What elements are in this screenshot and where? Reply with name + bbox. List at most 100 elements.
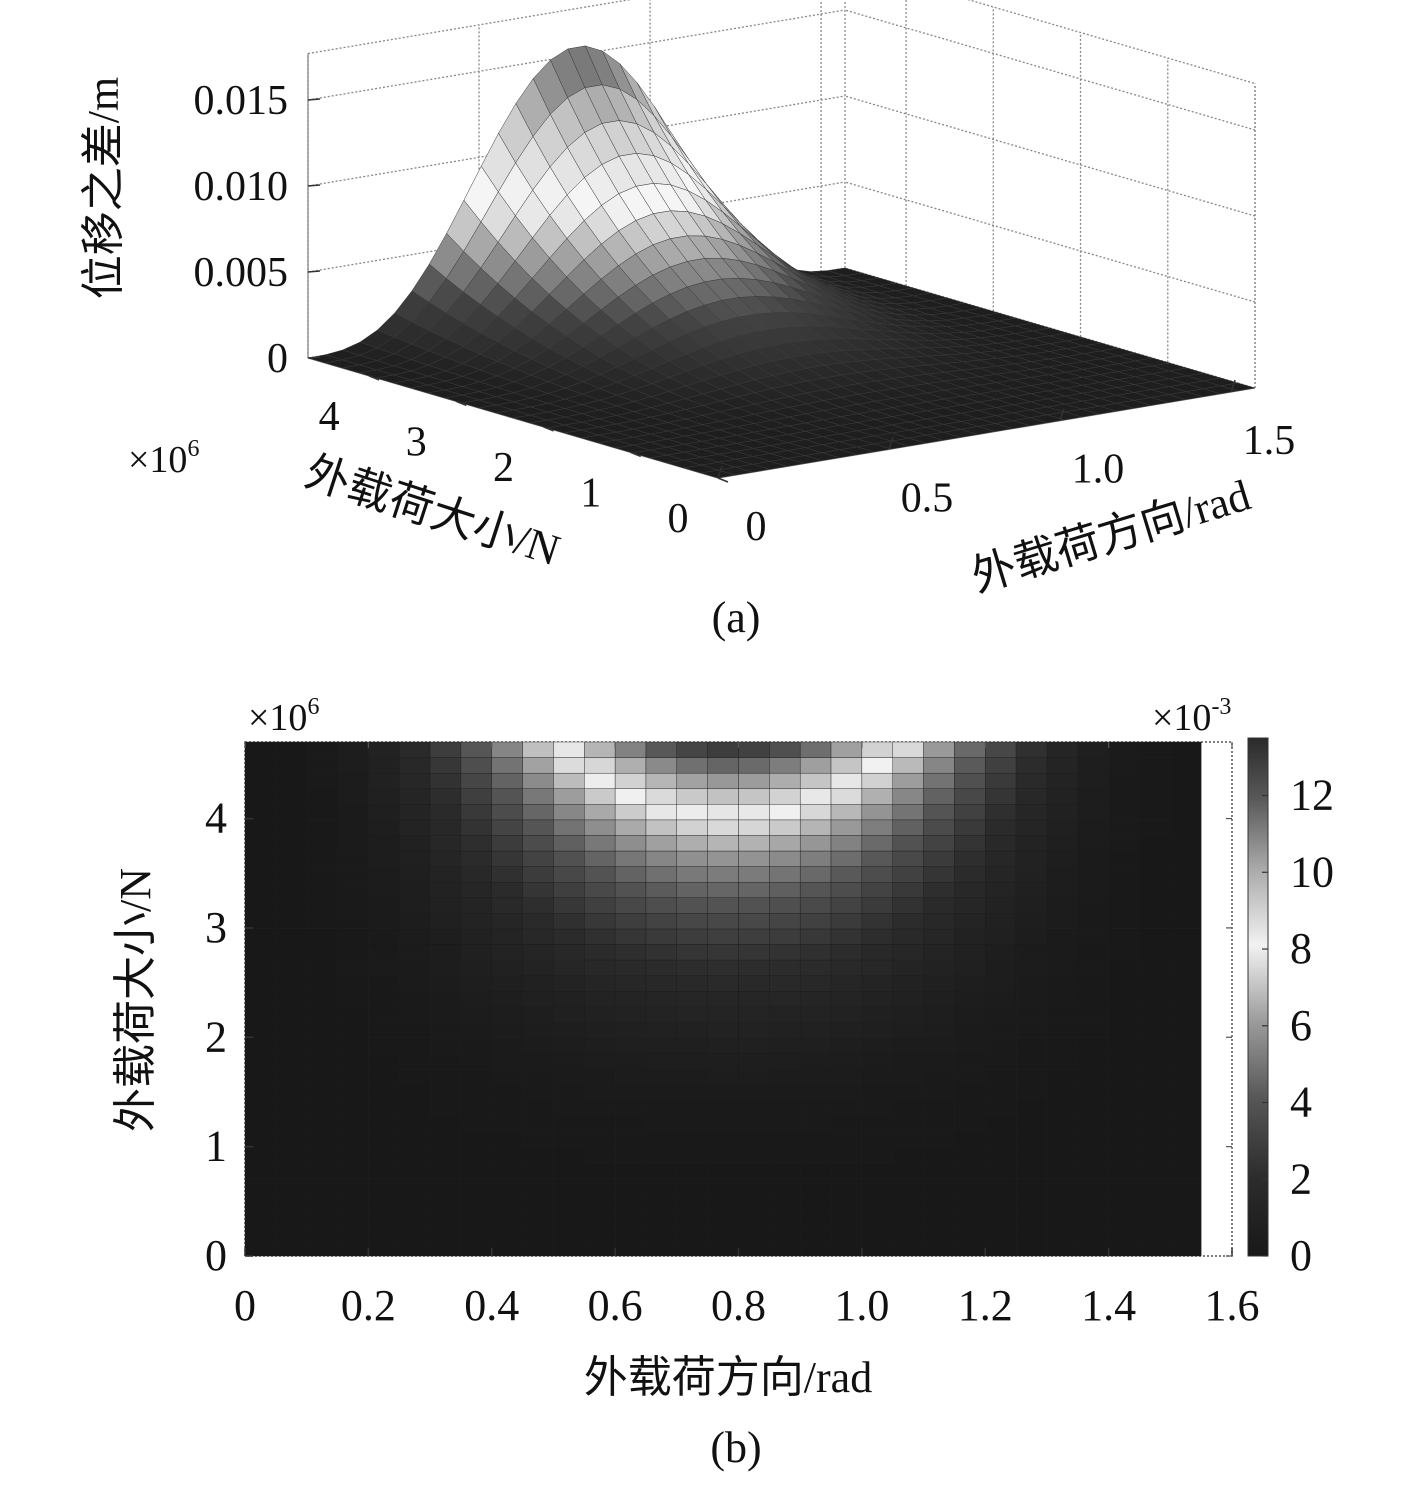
heatmap-cell [244,1022,277,1039]
heatmap-cell [676,1053,708,1070]
heatmap-cell [244,804,277,821]
x-tick-label: 1.0 [834,1281,889,1330]
heatmap-cell [676,959,708,976]
heatmap-cell [707,975,739,992]
heatmap-cell [738,850,770,867]
heatmap-cell [337,772,369,789]
heatmap-cell [1170,913,1202,930]
heatmap-cell [1139,881,1171,898]
heatmap-cell [399,897,431,914]
heatmap-cell [553,959,585,976]
surface-plot: 0 0.005 0.010 0.015 0 0.5 1.0 1.5 0 1 2 3 4 位移之差/m ×… [79,0,1295,642]
heatmap-cell [1046,850,1078,867]
heatmap-cell [769,835,801,852]
heatmap-cell [244,757,277,774]
heatmap-cell [738,1193,770,1210]
heatmap-cell [337,835,369,852]
heatmap-cell [553,835,585,852]
heatmap-cell [799,804,832,821]
heatmap-cell [429,835,462,852]
z-axis-label: 位移之差/m [79,77,128,299]
heatmap-cell [244,1131,277,1148]
heatmap-cell [460,975,492,992]
heatmap-cell [1139,944,1171,961]
heatmap-cell [1046,1193,1078,1210]
heatmap-cell [707,1193,739,1210]
heatmap-cell [954,835,986,852]
heatmap-cell [1046,913,1078,930]
heatmap-cell [892,741,924,758]
heatmap-cell [1046,772,1078,789]
heatmap-cell [769,897,801,914]
heatmap-cell [460,772,492,789]
heatmap-cell [522,741,554,758]
heatmap-cell [1108,866,1140,883]
heatmap-cell [1108,1053,1140,1070]
heatmap-cell [830,1177,863,1194]
heatmap-cell [1139,866,1171,883]
heatmap-cell [892,757,924,774]
heatmap-cell [1015,819,1048,836]
heatmap-cell [985,835,1017,852]
heatmap-cell [861,897,893,914]
heatmap-cell [707,1177,739,1194]
heatmap-cell [1170,1053,1202,1070]
heatmap-cell [399,741,431,758]
heatmap-cell [1046,1162,1078,1179]
heatmap-cell [275,1115,307,1132]
heatmap-cell [985,1177,1017,1194]
heatmap-cell [460,741,492,758]
heatmap-cell [553,850,585,867]
heatmap-cell [1139,1037,1171,1054]
heatmap-cell [985,741,1017,758]
heatmap-cell [830,991,863,1007]
heatmap-cell [306,850,338,867]
heatmap-cell [553,757,585,774]
heatmap-cell [275,1193,307,1210]
y-axis-label: 外载荷大小/N [299,447,565,575]
y-tick [368,375,380,381]
heatmap-cell [368,1006,400,1023]
heatmap-cell [738,913,770,930]
heatmap-cell [275,757,307,774]
heatmap-cell [769,757,801,774]
heatmap-cell [1139,928,1171,945]
heatmap-cell [553,913,585,930]
tick-labels: 0 0.2 0.4 0.6 0.8 1.0 1.2 1.4 1.6 0 1 2 3 4 [205,742,1260,1330]
heatmap-cell [954,959,986,976]
heatmap-cell [892,975,924,992]
heatmap-cell [985,1100,1017,1117]
heatmap-cell [614,1100,647,1117]
heatmap-cell [1077,928,1109,945]
heatmap-cell [1139,1240,1171,1257]
heatmap-cell [830,804,863,821]
heatmap-cell [244,1146,277,1163]
heatmap-cell [923,819,955,836]
heatmap-cell [244,835,277,852]
heatmap-cell [275,1131,307,1148]
heatmap-cell [830,772,863,789]
heatmap-cell [1015,866,1048,883]
heatmap-cell [676,1209,708,1226]
heatmap-cell [738,1177,770,1194]
heatmap-cell [460,881,492,898]
heatmap-cell [584,1177,616,1194]
heatmap-cell [522,819,554,836]
y-tick [543,426,554,432]
heatmap-cell [553,788,585,805]
heatmap-cell [244,1115,277,1132]
heatmap-cell [985,1209,1017,1226]
heatmap-cell [985,804,1017,821]
heatmap-cell [460,1146,492,1163]
heatmap-cell [861,1177,893,1194]
heatmap-cell [707,928,739,945]
heatmap-cell [1108,804,1140,821]
heatmap-cell [460,866,492,883]
heatmap-cell [1139,772,1171,789]
z-gridline [844,9,1256,131]
heatmap-cell [830,881,863,898]
heatmap-cell [738,1240,770,1257]
heatmap-cell [799,1115,832,1132]
heatmap-cell [1046,1006,1078,1023]
heatmap-cell [1108,1131,1140,1148]
